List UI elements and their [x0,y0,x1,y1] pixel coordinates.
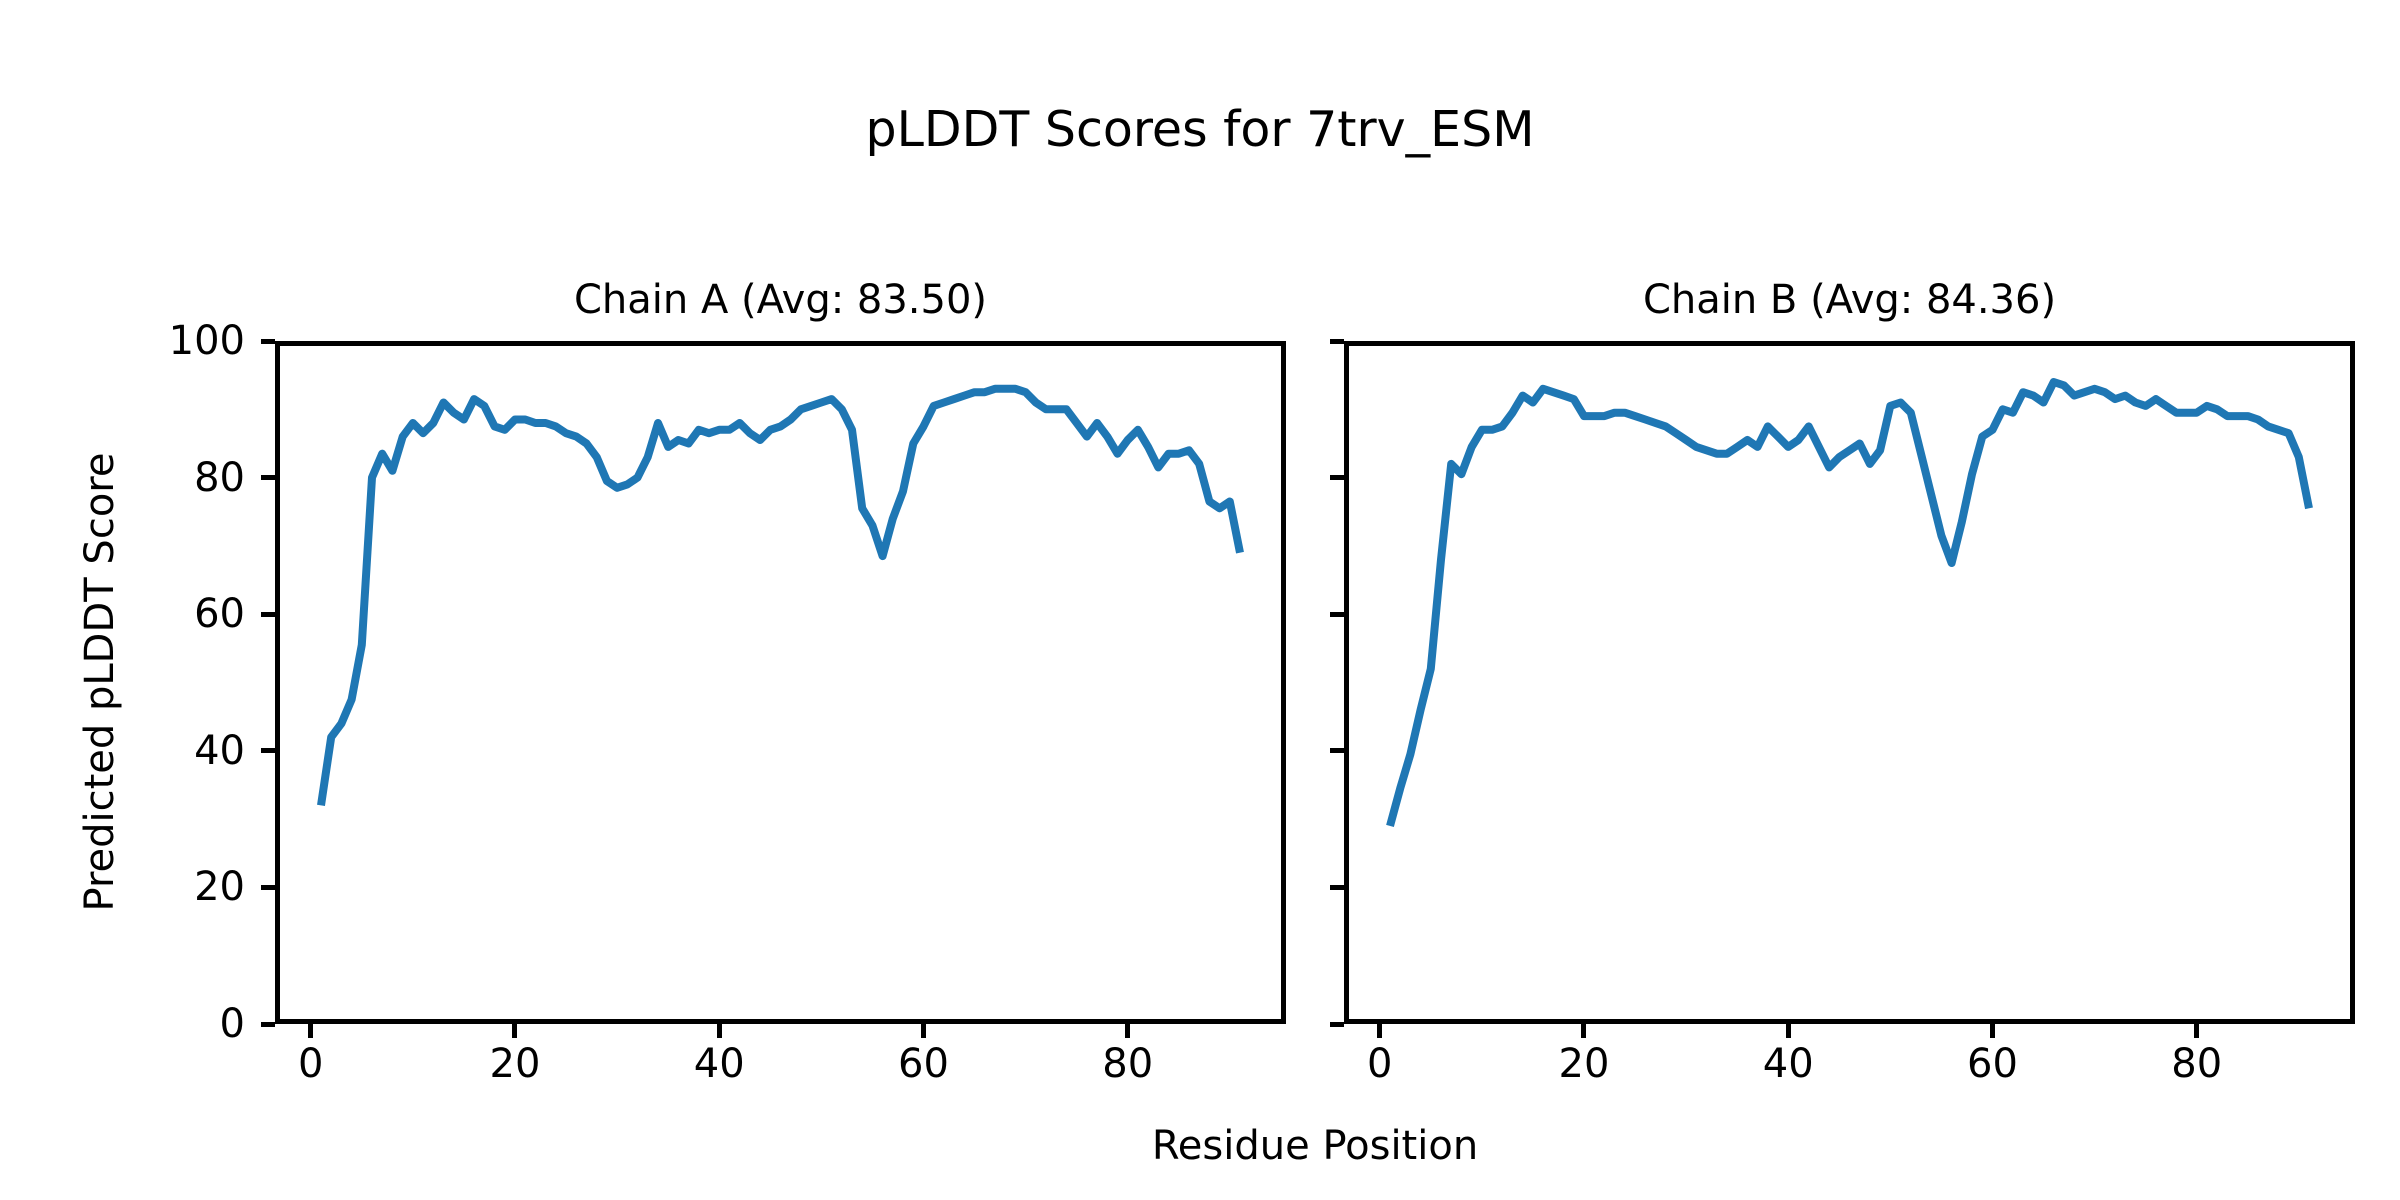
y-tick-mark [261,1021,275,1027]
chain-a-title: Chain A (Avg: 83.50) [573,277,988,323]
y-tick-label: 60 [194,591,245,638]
y-tick-mark [261,475,275,481]
y-tick-mark [261,338,275,344]
y-tick-label: 40 [194,727,245,774]
chain-b-title: Chain B (Avg: 84.36) [1642,277,2057,323]
x-tick-label: 60 [1967,1041,2018,1087]
y-tick-mark [1330,884,1344,890]
y-tick-label: 20 [194,864,245,911]
x-tick-mark [1785,1024,1791,1038]
y-axis-label: Predicted pLDDT Score [77,452,123,912]
x-tick-label: 20 [489,1041,541,1087]
y-tick-label: 100 [168,318,245,364]
figure-title: pLDDT Scores for 7trv_ESM [865,101,1535,158]
x-tick-label: 40 [1762,1041,1814,1087]
x-tick-mark [1377,1024,1383,1038]
x-tick-mark [716,1024,722,1038]
x-tick-label: 80 [2171,1041,2223,1087]
y-tick-mark [261,611,275,617]
y-tick-mark [1330,611,1344,617]
x-tick-label: 20 [1558,1041,1610,1087]
y-tick-mark [261,748,275,754]
x-tick-label: 40 [693,1041,745,1087]
x-tick-mark [920,1024,926,1038]
x-tick-mark [512,1024,518,1038]
y-tick-mark [1330,748,1344,754]
plddt-line-chain-b [1386,378,2313,827]
plddt-line-chain-a [317,384,1244,806]
chain-a-subplot: Chain A (Avg: 83.50) 0 20 40 60 80 0 20 40 60 80 1… [169,277,1286,1087]
x-tick-mark [2194,1024,2200,1038]
y-tick-mark [261,884,275,890]
chain-b-subplot: Chain B (Avg: 84.36) 0 20 40 60 80 [1330,277,2355,1087]
x-tick-label: 80 [1102,1041,1154,1087]
y-tick-mark [1330,1021,1344,1027]
x-tick-mark [1125,1024,1131,1038]
x-tick-mark [1989,1024,1995,1038]
y-tick-label: 80 [194,454,245,501]
x-tick-label: 0 [298,1041,324,1087]
x-axis-label: Residue Position [1151,1123,1479,1169]
x-tick-mark [1581,1024,1587,1038]
chain-a-plot-area [275,341,1286,1024]
x-tick-mark [308,1024,314,1038]
axes-spines [275,341,1286,1024]
y-tick-label: 0 [219,1001,245,1047]
y-tick-mark [1330,338,1344,344]
x-tick-label: 60 [898,1041,949,1087]
axes-spines [1344,341,2355,1024]
x-tick-label: 0 [1367,1041,1393,1087]
y-tick-mark [1330,475,1344,481]
chain-b-plot-area [1344,341,2355,1024]
